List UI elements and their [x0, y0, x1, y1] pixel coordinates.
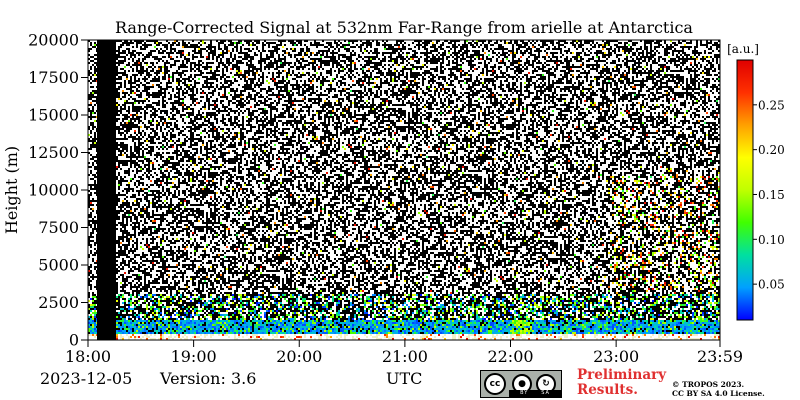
x-tick-label: 22:00 — [487, 347, 533, 366]
colorbar-tick-label: 0.20 — [758, 143, 785, 157]
colorbar-gradient — [736, 59, 754, 321]
colorbar-ticks: 0.05 0.10 0.15 0.20 0.25 — [753, 98, 785, 292]
x-tick-label: 21:00 — [382, 347, 428, 366]
y-tick-label: 10000 — [28, 181, 79, 200]
y-tick-label: 12500 — [28, 143, 79, 162]
x-axis: 18:00 19:00 20:00 21:00 22:00 23:00 23:59 — [65, 340, 743, 366]
preliminary-line-2: Results. — [577, 382, 638, 398]
x-tick-label: 23:00 — [593, 347, 639, 366]
by-text: BY — [520, 390, 529, 396]
preliminary-line-1: Preliminary — [577, 367, 667, 383]
copyright-notice: © TROPOS 2023. CC BY SA 4.0 License. — [672, 380, 765, 398]
x-tick-label: 18:00 — [65, 347, 111, 366]
license-strip: BY SA — [509, 390, 561, 397]
y-tick-label: 7500 — [38, 218, 79, 237]
copyright-line-1: © TROPOS 2023. — [672, 380, 745, 389]
no-data-bar — [97, 40, 116, 340]
y-tick-label: 5000 — [38, 256, 79, 275]
signal-heatmap — [88, 40, 720, 340]
y-tick-label: 0 — [69, 331, 79, 350]
x-tick-label: 19:00 — [171, 347, 217, 366]
colorbar-unit: [a.u.] — [727, 42, 759, 56]
colorbar-tick-label: 0.25 — [758, 98, 785, 112]
colorbar-tick-label: 0.10 — [758, 233, 785, 247]
x-axis-label: UTC — [386, 369, 423, 388]
plot-area — [87, 39, 721, 341]
version-label: Version: 3.6 — [160, 369, 257, 388]
colorbar-tick-label: 0.15 — [758, 188, 785, 202]
colorbar: [a.u.] 0.05 0.10 0.15 0.20 0.25 — [727, 42, 785, 321]
colorbar-tick-label: 0.05 — [758, 278, 785, 292]
chart-title: Range-Corrected Signal at 532nm Far-Rang… — [115, 18, 693, 37]
cc-license-badge: cc ● ↻ BY SA — [480, 370, 562, 398]
y-axis-label: Height (m) — [2, 146, 21, 234]
copyright-line-2: CC BY SA 4.0 License. — [672, 389, 765, 398]
y-tick-label: 17500 — [28, 68, 79, 87]
cc-icon: cc — [484, 373, 506, 395]
y-tick-label: 2500 — [38, 293, 79, 312]
x-tick-label: 23:59 — [697, 347, 743, 366]
y-tick-label: 15000 — [28, 106, 79, 125]
preliminary-notice: Preliminary Results. — [577, 368, 666, 398]
sa-text: SA — [541, 390, 550, 396]
y-axis: 0 2500 5000 7500 10000 12500 15000 17500 20000 — [28, 31, 88, 350]
x-tick-label: 20:00 — [276, 347, 322, 366]
y-tick-label: 20000 — [28, 31, 79, 50]
date-label: 2023-12-05 — [40, 369, 133, 388]
